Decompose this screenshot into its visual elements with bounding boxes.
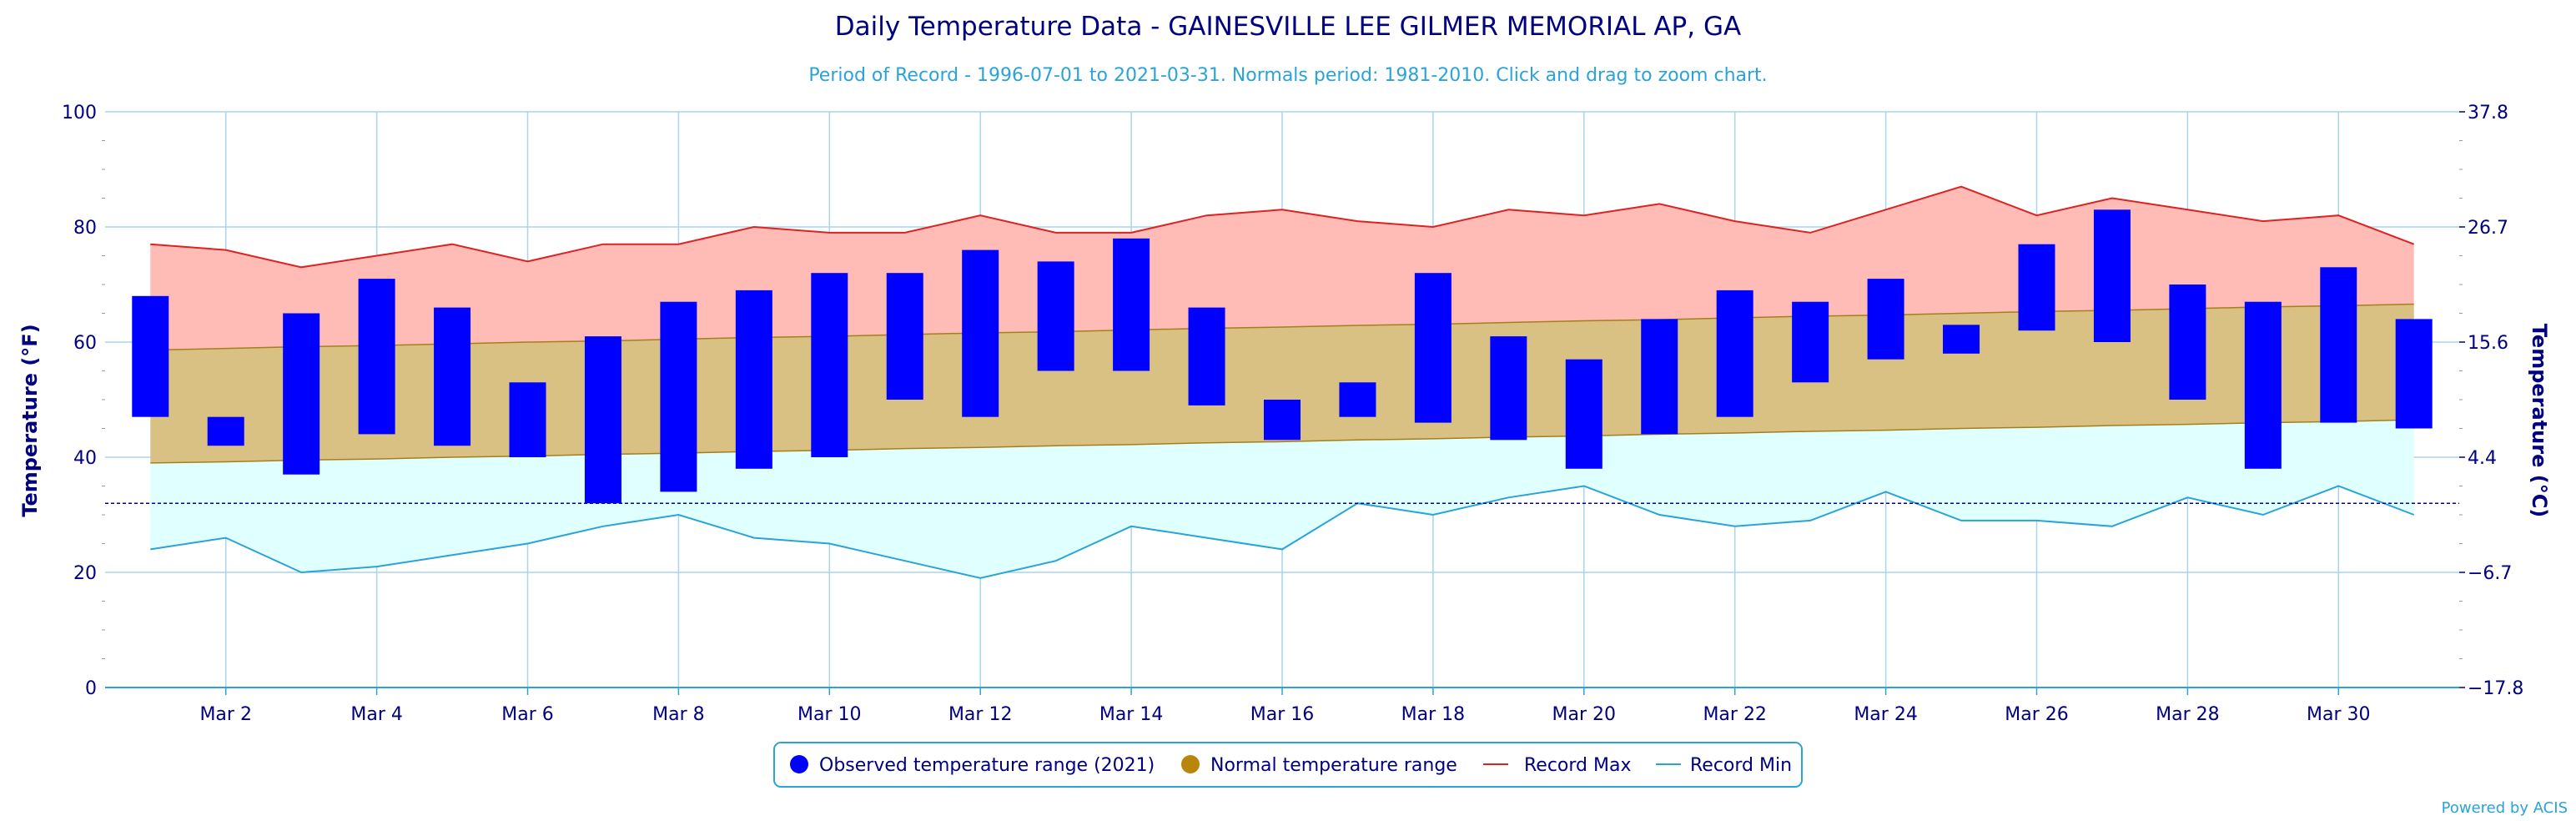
observed-range-bar[interactable] [2395,319,2433,429]
legend-normal-label: Normal temperature range [1210,755,1457,776]
legend-item-record-max[interactable]: Record Max [1483,755,1632,776]
observed-range-bar[interactable] [283,313,320,475]
x-tick-label: Mar 22 [1703,704,1767,725]
legend-observed-marker [790,755,808,773]
legend-observed-label: Observed temperature range (2021) [819,755,1155,776]
y-tick-label-right: 26.7 [2468,218,2508,239]
record-min-area [150,420,2414,578]
axes: 0 −17.8 20 −6.7 40 4.4 60 15.6 80 26.7 100 37.8 Mar … [62,103,2523,725]
y-tick-label-right: 4.4 [2468,448,2497,469]
legend-box [773,742,1803,788]
observed-range-bar[interactable] [509,382,546,457]
observed-range-bar[interactable] [660,301,697,492]
y-tick-label-left: 100 [62,103,97,123]
x-tick-label: Mar 6 [501,704,554,725]
observed-range-bar[interactable] [2169,285,2206,400]
y-tick-label-left: 80 [73,218,97,239]
legend-item-observed[interactable]: Observed temperature range (2021) [790,755,1155,776]
x-tick-label: Mar 2 [199,704,252,725]
legend-record-max-label: Record Max [1524,755,1632,776]
y-axis-title-right: Temperature (°C) [2528,324,2551,518]
x-tick-label: Mar 16 [1250,704,1315,725]
x-tick-label: Mar 24 [1854,704,1918,725]
y-tick-label-right: −6.7 [2468,563,2512,584]
legend-record-min-label: Record Min [1690,755,1792,776]
observed-range-bar[interactable] [1565,359,1602,469]
x-tick-label: Mar 14 [1099,704,1164,725]
observed-range-bar[interactable] [1188,307,1225,405]
legend-item-record-min[interactable]: Record Min [1656,755,1792,776]
observed-range-bar[interactable] [1716,290,1753,417]
x-tick-label: Mar 8 [652,704,705,725]
credit-link[interactable]: Powered by ACIS [2442,799,2568,817]
y-tick-label-left: 20 [73,563,97,584]
observed-range-bar[interactable] [2320,267,2357,423]
observed-range-bar[interactable] [1037,261,1074,371]
observed-range-bar[interactable] [1792,301,1829,383]
observed-range-bar[interactable] [735,290,772,469]
observed-range-bar[interactable] [207,416,244,446]
x-tick-label: Mar 10 [797,704,862,725]
observed-range-bar[interactable] [1490,336,1527,441]
y-tick-label-left: 40 [73,448,97,469]
observed-range-bar[interactable] [1113,238,1150,371]
observed-range-bar[interactable] [434,307,471,446]
y-axis-title-left: Temperature (°F) [18,324,42,516]
observed-bars[interactable] [132,209,2433,504]
x-tick-label: Mar 12 [948,704,1013,725]
observed-range-bar[interactable] [2244,301,2282,469]
observed-range-bar[interactable] [1339,382,1376,417]
observed-range-bar[interactable] [132,295,169,417]
y-tick-label-right: 37.8 [2468,103,2508,123]
legend-normal-marker [1181,755,1200,773]
legend-item-normal[interactable]: Normal temperature range [1181,755,1457,776]
x-tick-label: Mar 18 [1401,704,1466,725]
observed-range-bar[interactable] [584,336,621,504]
record-max-area [150,186,2414,350]
observed-range-bar[interactable] [962,249,999,417]
y-tick-label-left: 60 [73,333,97,354]
x-tick-label: Mar 4 [350,704,403,725]
observed-range-bar[interactable] [2093,209,2131,342]
observed-range-bar[interactable] [2018,244,2055,331]
observed-range-bar[interactable] [358,279,395,435]
observed-range-bar[interactable] [1641,319,1678,435]
y-tick-label-left: 0 [85,678,97,699]
observed-range-bar[interactable] [1414,273,1452,423]
record-min-line [150,485,2415,579]
y-tick-label-right: −17.8 [2468,678,2523,699]
record-max-line [150,185,2415,269]
observed-range-bar[interactable] [886,273,923,400]
range-areas [105,185,2459,579]
y-tick-label-right: 15.6 [2468,333,2508,354]
observed-range-bar[interactable] [1867,279,1904,360]
chart-title: Daily Temperature Data - GAINESVILLE LEE… [835,12,1741,42]
x-tick-label: Mar 20 [1552,704,1617,725]
x-tick-label: Mar 26 [2005,704,2069,725]
observed-range-bar[interactable] [1943,325,1980,354]
observed-range-bar[interactable] [1264,400,1301,441]
normal-range-area [150,304,2414,463]
legend: Observed temperature range (2021) Normal… [773,742,1803,788]
chart-subtitle: Period of Record - 1996-07-01 to 2021-03… [808,65,1767,86]
observed-range-bar[interactable] [811,273,848,457]
x-tick-label: Mar 28 [2156,704,2220,725]
x-tick-label: Mar 30 [2307,704,2371,725]
